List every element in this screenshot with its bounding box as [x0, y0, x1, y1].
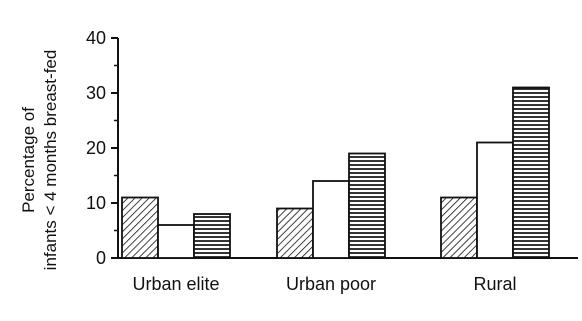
y-tick-label: 20 [86, 138, 106, 158]
y-axis: 0 10 20 30 40 [86, 28, 119, 268]
y-tick-label: 10 [86, 193, 106, 213]
y-axis-title-line1: Percentage of [19, 107, 38, 213]
bar-rural-1 [440, 196, 478, 259]
bar-urban-elite-3 [193, 213, 231, 259]
y-tick-label: 0 [96, 248, 106, 268]
x-tick-label: Urban elite [132, 274, 219, 294]
x-tick-label: Rural [473, 274, 516, 294]
bar-rural-2 [476, 141, 514, 259]
y-axis-title: Percentage of infants < 4 months breast-… [19, 50, 60, 271]
bar-rural-3 [512, 86, 550, 259]
y-tick-label: 40 [86, 28, 106, 48]
bar-urban-elite-1 [121, 196, 159, 259]
bar-urban-poor-1 [276, 207, 314, 259]
bar-urban-poor-2 [312, 180, 350, 259]
x-tick-label: Urban poor [286, 274, 376, 294]
y-axis-title-line2: infants < 4 months breast-fed [41, 50, 60, 271]
bar-urban-poor-3 [348, 152, 386, 259]
y-tick-label: 30 [86, 83, 106, 103]
x-axis: Urban elite Urban poor Rural [118, 257, 578, 294]
bar-urban-elite-2 [157, 224, 195, 259]
bars [121, 86, 550, 259]
